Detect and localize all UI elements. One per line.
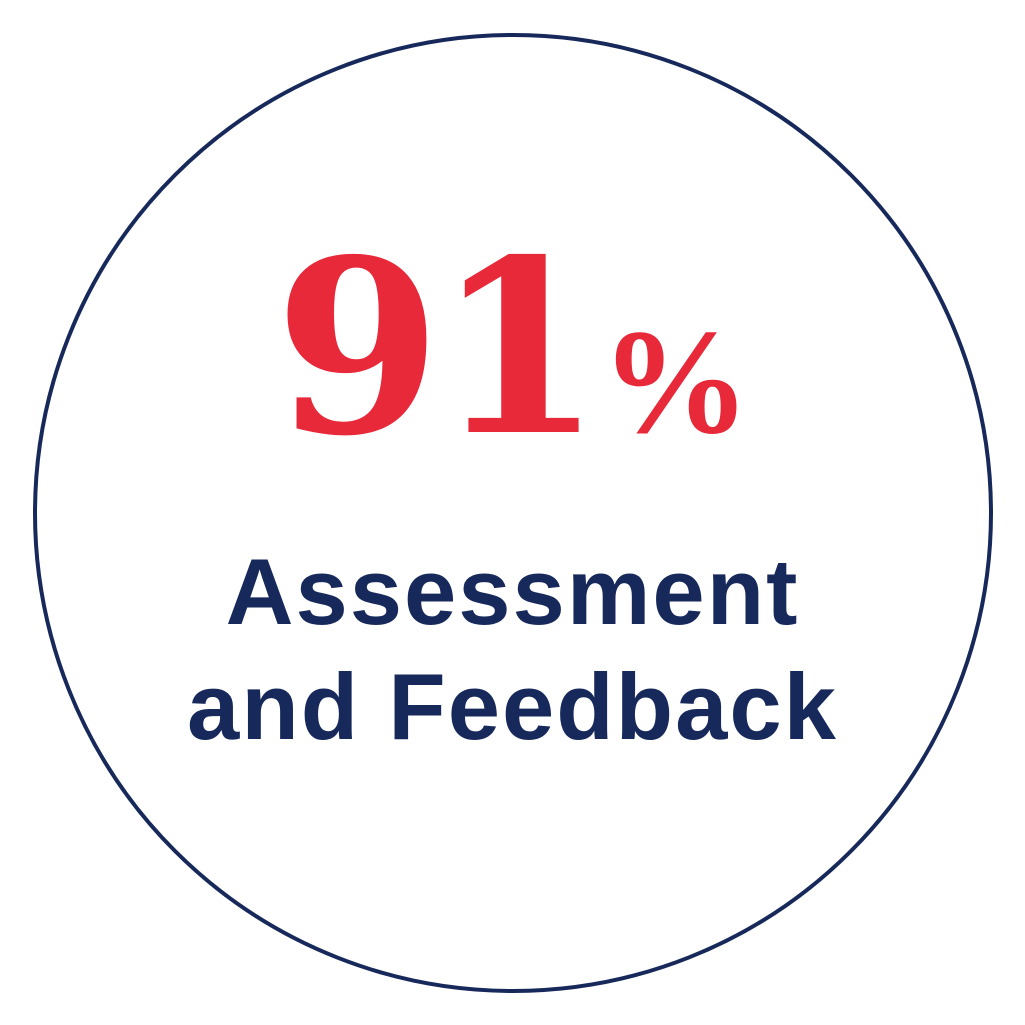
- stat-percentage: 91%: [0, 228, 1025, 468]
- label-line-2: and Feedback: [187, 654, 838, 759]
- stat-value: 91: [274, 207, 603, 489]
- circle-border: [33, 33, 993, 993]
- label-line-1: Assessment: [225, 539, 800, 644]
- stat-unit: %: [600, 299, 751, 465]
